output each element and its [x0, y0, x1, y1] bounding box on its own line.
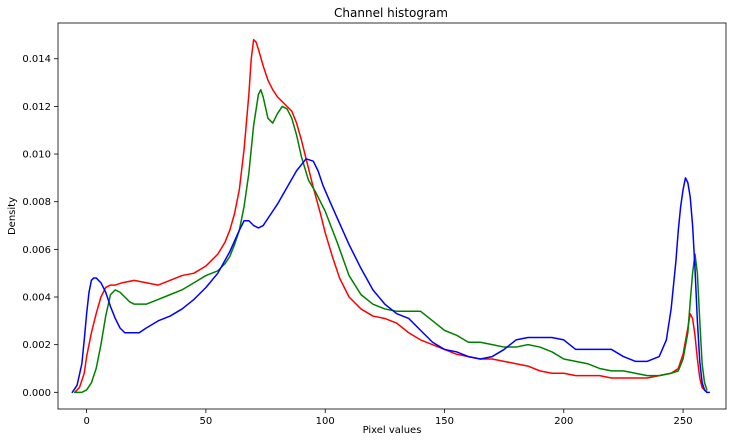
y-tick-label: 0.002: [22, 340, 51, 351]
x-tick-label: 250: [674, 416, 693, 427]
x-axis-label: Pixel values: [363, 425, 422, 436]
y-tick-label: 0.010: [22, 150, 51, 161]
y-axis-label: Density: [7, 197, 18, 235]
plot-frame: [57, 22, 727, 410]
y-tick-label: 0.006: [22, 245, 51, 256]
x-tick-label: 50: [200, 416, 213, 427]
x-tick-label: 150: [435, 416, 454, 427]
series-line-2: [71, 158, 711, 394]
y-tick-label: 0.008: [22, 197, 51, 208]
y-tick-label: 0.012: [22, 102, 51, 113]
chart-title: Channel histogram: [334, 6, 448, 20]
y-tick-label: 0.014: [22, 54, 51, 65]
x-tick-label: 0: [83, 416, 89, 427]
series-line-0: [73, 38, 708, 394]
series-line-1: [73, 88, 708, 394]
y-tick-label: 0.004: [22, 293, 51, 304]
x-tick-label: 200: [554, 416, 573, 427]
y-tick-label: 0.000: [22, 388, 51, 399]
x-tick-label: 100: [316, 416, 335, 427]
y-axis: 0.000 0.002 0.004 0.006 0.008 0.010 0.012 0.014: [22, 54, 58, 399]
x-axis: 0 50 100 150 200 250: [83, 409, 693, 427]
plot-area: [71, 38, 711, 394]
